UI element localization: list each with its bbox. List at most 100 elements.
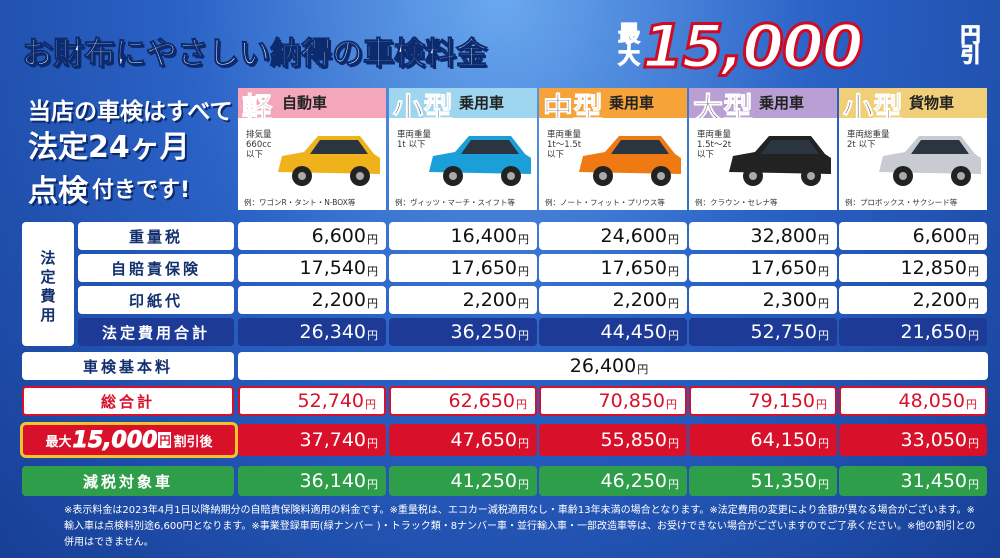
- price: 26,340 円: [238, 318, 386, 346]
- price: 48,050 円: [839, 386, 987, 416]
- price: 17,650 円: [389, 254, 537, 282]
- value: 62,650: [448, 390, 515, 412]
- value: 48,050: [898, 390, 965, 412]
- value: 2,200: [612, 289, 667, 311]
- price: 2,200 円: [389, 286, 537, 314]
- spec: 車両重量: [697, 130, 732, 140]
- price: 31,450 円: [839, 466, 987, 496]
- price: 6,600 円: [238, 222, 386, 250]
- price: 32,800 円: [689, 222, 837, 250]
- unit: 円: [518, 297, 529, 310]
- unit: 円: [365, 398, 376, 411]
- price: 79,150 円: [689, 386, 837, 416]
- column-header: [389, 88, 537, 118]
- spec: 車両重量: [547, 130, 582, 140]
- unit: 円: [516, 398, 527, 411]
- unit: 円: [367, 265, 378, 278]
- price: 55,850 円: [539, 424, 687, 456]
- price: 26,400 円: [238, 352, 988, 380]
- car-image: [278, 136, 380, 186]
- badge: 最大 15,000 円引: [610, 11, 995, 90]
- unit: 円: [968, 297, 979, 310]
- spec: 660cc: [246, 140, 272, 150]
- column-header: [238, 88, 386, 118]
- example: 例：ノート・フィット・プリウス等: [545, 198, 665, 207]
- unit: 円: [367, 437, 378, 450]
- value: 41,250: [450, 470, 517, 492]
- value: 52,750: [750, 321, 817, 343]
- row-label: 重量税: [78, 222, 234, 250]
- row-label: 総合計: [22, 386, 234, 416]
- value: 17,540: [299, 257, 366, 279]
- column-header: [839, 88, 987, 118]
- unit: 円: [668, 329, 679, 342]
- spec: 1t～1.5t: [547, 140, 582, 150]
- unit: 円: [818, 329, 829, 342]
- kind: 乗用車: [759, 94, 805, 112]
- value: 26,340: [299, 321, 366, 343]
- value: 33,050: [900, 429, 967, 451]
- value: 31,450: [900, 470, 967, 492]
- example: 例：クラウン・セレナ等: [695, 198, 778, 207]
- column-header: [539, 88, 687, 118]
- spec: 1t 以下: [397, 140, 426, 150]
- price: 52,740 円: [238, 386, 386, 416]
- discount-prefix: 最大: [45, 434, 72, 450]
- legal-group: [22, 222, 74, 346]
- unit: 円: [968, 437, 979, 450]
- price: 2,200 円: [539, 286, 687, 314]
- example: 例：ヴィッツ・マーチ・スイフト等: [395, 198, 515, 207]
- value: 51,350: [750, 470, 817, 492]
- price: 21,650 円: [839, 318, 987, 346]
- badge-suffix: 円引: [957, 24, 982, 65]
- unit: 円: [668, 233, 679, 246]
- value: 46,250: [600, 470, 667, 492]
- car-image: [729, 136, 831, 186]
- unit: 円: [818, 478, 829, 491]
- legal-label: 法定費用: [38, 250, 57, 326]
- unit: 円: [518, 478, 529, 491]
- value: 36,250: [450, 321, 517, 343]
- price: 36,140 円: [238, 466, 386, 496]
- price: 33,050 円: [839, 424, 987, 456]
- discount-amount: 15,000: [72, 427, 158, 453]
- price: 64,150 円: [689, 424, 837, 456]
- unit: 円: [518, 329, 529, 342]
- badge-amount: 15,000: [641, 11, 866, 84]
- price: 6,600 円: [839, 222, 987, 250]
- unit: 円: [637, 363, 649, 376]
- price: 17,540 円: [238, 254, 386, 282]
- price: 36,250 円: [389, 318, 537, 346]
- unit: 円: [818, 233, 829, 246]
- value: 44,450: [600, 321, 667, 343]
- size: 小型: [393, 92, 454, 128]
- value: 47,650: [450, 429, 517, 451]
- value: 2,200: [311, 289, 366, 311]
- unit: 円: [968, 265, 979, 278]
- value: 16,400: [450, 225, 517, 247]
- row-label: 自賠責保険: [78, 254, 234, 282]
- value: 17,650: [600, 257, 667, 279]
- price: 16,400 円: [389, 222, 537, 250]
- unit: 円: [666, 398, 677, 411]
- unit: 円: [818, 437, 829, 450]
- value: 32,800: [750, 225, 817, 247]
- kind: 自動車: [282, 94, 328, 112]
- unit: 円: [968, 329, 979, 342]
- unit: 円: [818, 265, 829, 278]
- value: 12,850: [900, 257, 967, 279]
- spec: 以下: [697, 150, 715, 160]
- value: 26,400: [569, 355, 637, 377]
- unit: 円: [668, 437, 679, 450]
- price: 2,200 円: [238, 286, 386, 314]
- value: 70,850: [598, 390, 665, 412]
- row-label: 減税対象車: [22, 466, 234, 496]
- example: 例：プロボックス・サクシード等: [845, 198, 958, 207]
- kind: 乗用車: [609, 94, 655, 112]
- unit: 円: [966, 398, 977, 411]
- value: 2,200: [462, 289, 517, 311]
- example: 例：ワゴンR・タント・N-BOX等: [244, 198, 356, 207]
- value: 2,300: [762, 289, 817, 311]
- unit: 円: [367, 297, 378, 310]
- price: 44,450 円: [539, 318, 687, 346]
